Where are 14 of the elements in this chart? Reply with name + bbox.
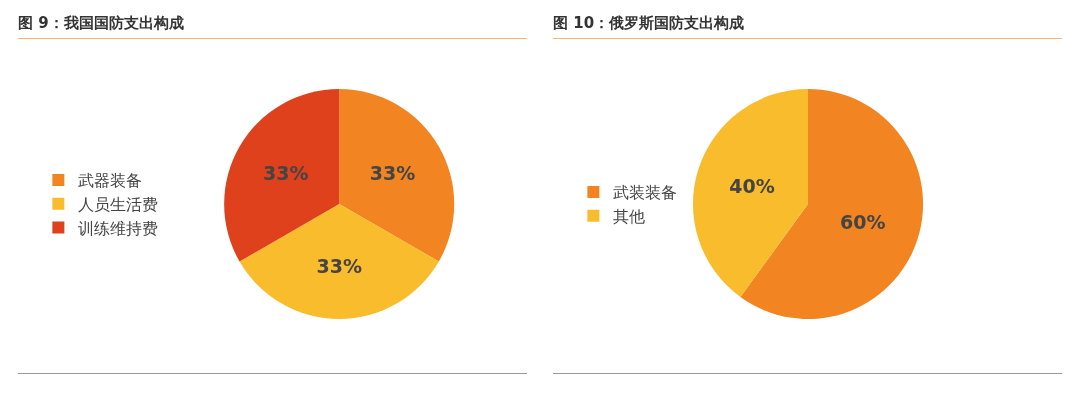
legend-label: 其他 <box>613 206 646 226</box>
data-label: 33% <box>369 162 416 185</box>
data-label: 33% <box>316 254 362 277</box>
data-label: 33% <box>263 162 309 185</box>
data-label: 60% <box>839 210 886 233</box>
chart-title: 图 10：俄罗斯国防支出构成 <box>553 8 1062 39</box>
pie-slice <box>239 204 439 319</box>
data-label: 40% <box>729 174 775 197</box>
legend-label: 训练维持费 <box>78 218 159 238</box>
pie-slice <box>693 88 809 298</box>
legend-label: 人员生活费 <box>78 194 159 214</box>
legend-label: 武器装备 <box>78 171 143 191</box>
legend-label: 武装装备 <box>613 183 678 203</box>
chart-title: 图 9：我国国防支出构成 <box>18 8 527 39</box>
